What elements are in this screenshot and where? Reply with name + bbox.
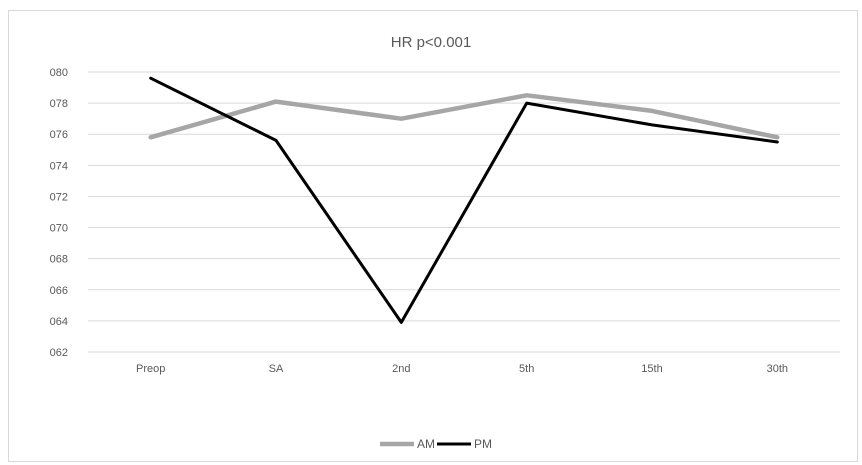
series-line-am	[148, 93, 780, 140]
y-tick-label: 066	[50, 285, 68, 297]
x-tick-label: 5th	[519, 363, 534, 375]
legend-label: PM	[474, 437, 492, 451]
legend-item-pm: PM	[437, 437, 492, 451]
y-tick-label: 064	[50, 316, 68, 328]
y-tick-label: 074	[50, 160, 68, 172]
x-tick-label: 2nd	[392, 363, 410, 375]
legend: AM PM	[380, 437, 492, 451]
gridlines	[88, 71, 840, 353]
series-line-pm	[149, 76, 779, 324]
y-tick-label: 078	[50, 98, 68, 110]
legend-item-am: AM	[380, 437, 435, 451]
x-tick-label: 30th	[767, 363, 788, 375]
y-axis-ticks: 062 064 066 068 070 072 074 076 078 080	[50, 67, 68, 359]
x-tick-label: 15th	[641, 363, 662, 375]
y-tick-label: 062	[50, 347, 68, 359]
y-tick-label: 076	[50, 129, 68, 141]
y-tick-label: 070	[50, 223, 68, 235]
legend-label: AM	[417, 437, 435, 451]
x-tick-label: SA	[269, 363, 284, 375]
y-tick-label: 072	[50, 191, 68, 203]
y-tick-label: 080	[50, 67, 68, 79]
chart-frame	[8, 10, 858, 462]
x-tick-label: Preop	[136, 363, 165, 375]
x-axis-ticks: Preop SA 2nd 5th 15th 30th	[136, 363, 788, 375]
series-lines	[148, 76, 780, 324]
chart-title: HR p<0.001	[391, 34, 471, 51]
y-tick-label: 068	[50, 254, 68, 266]
